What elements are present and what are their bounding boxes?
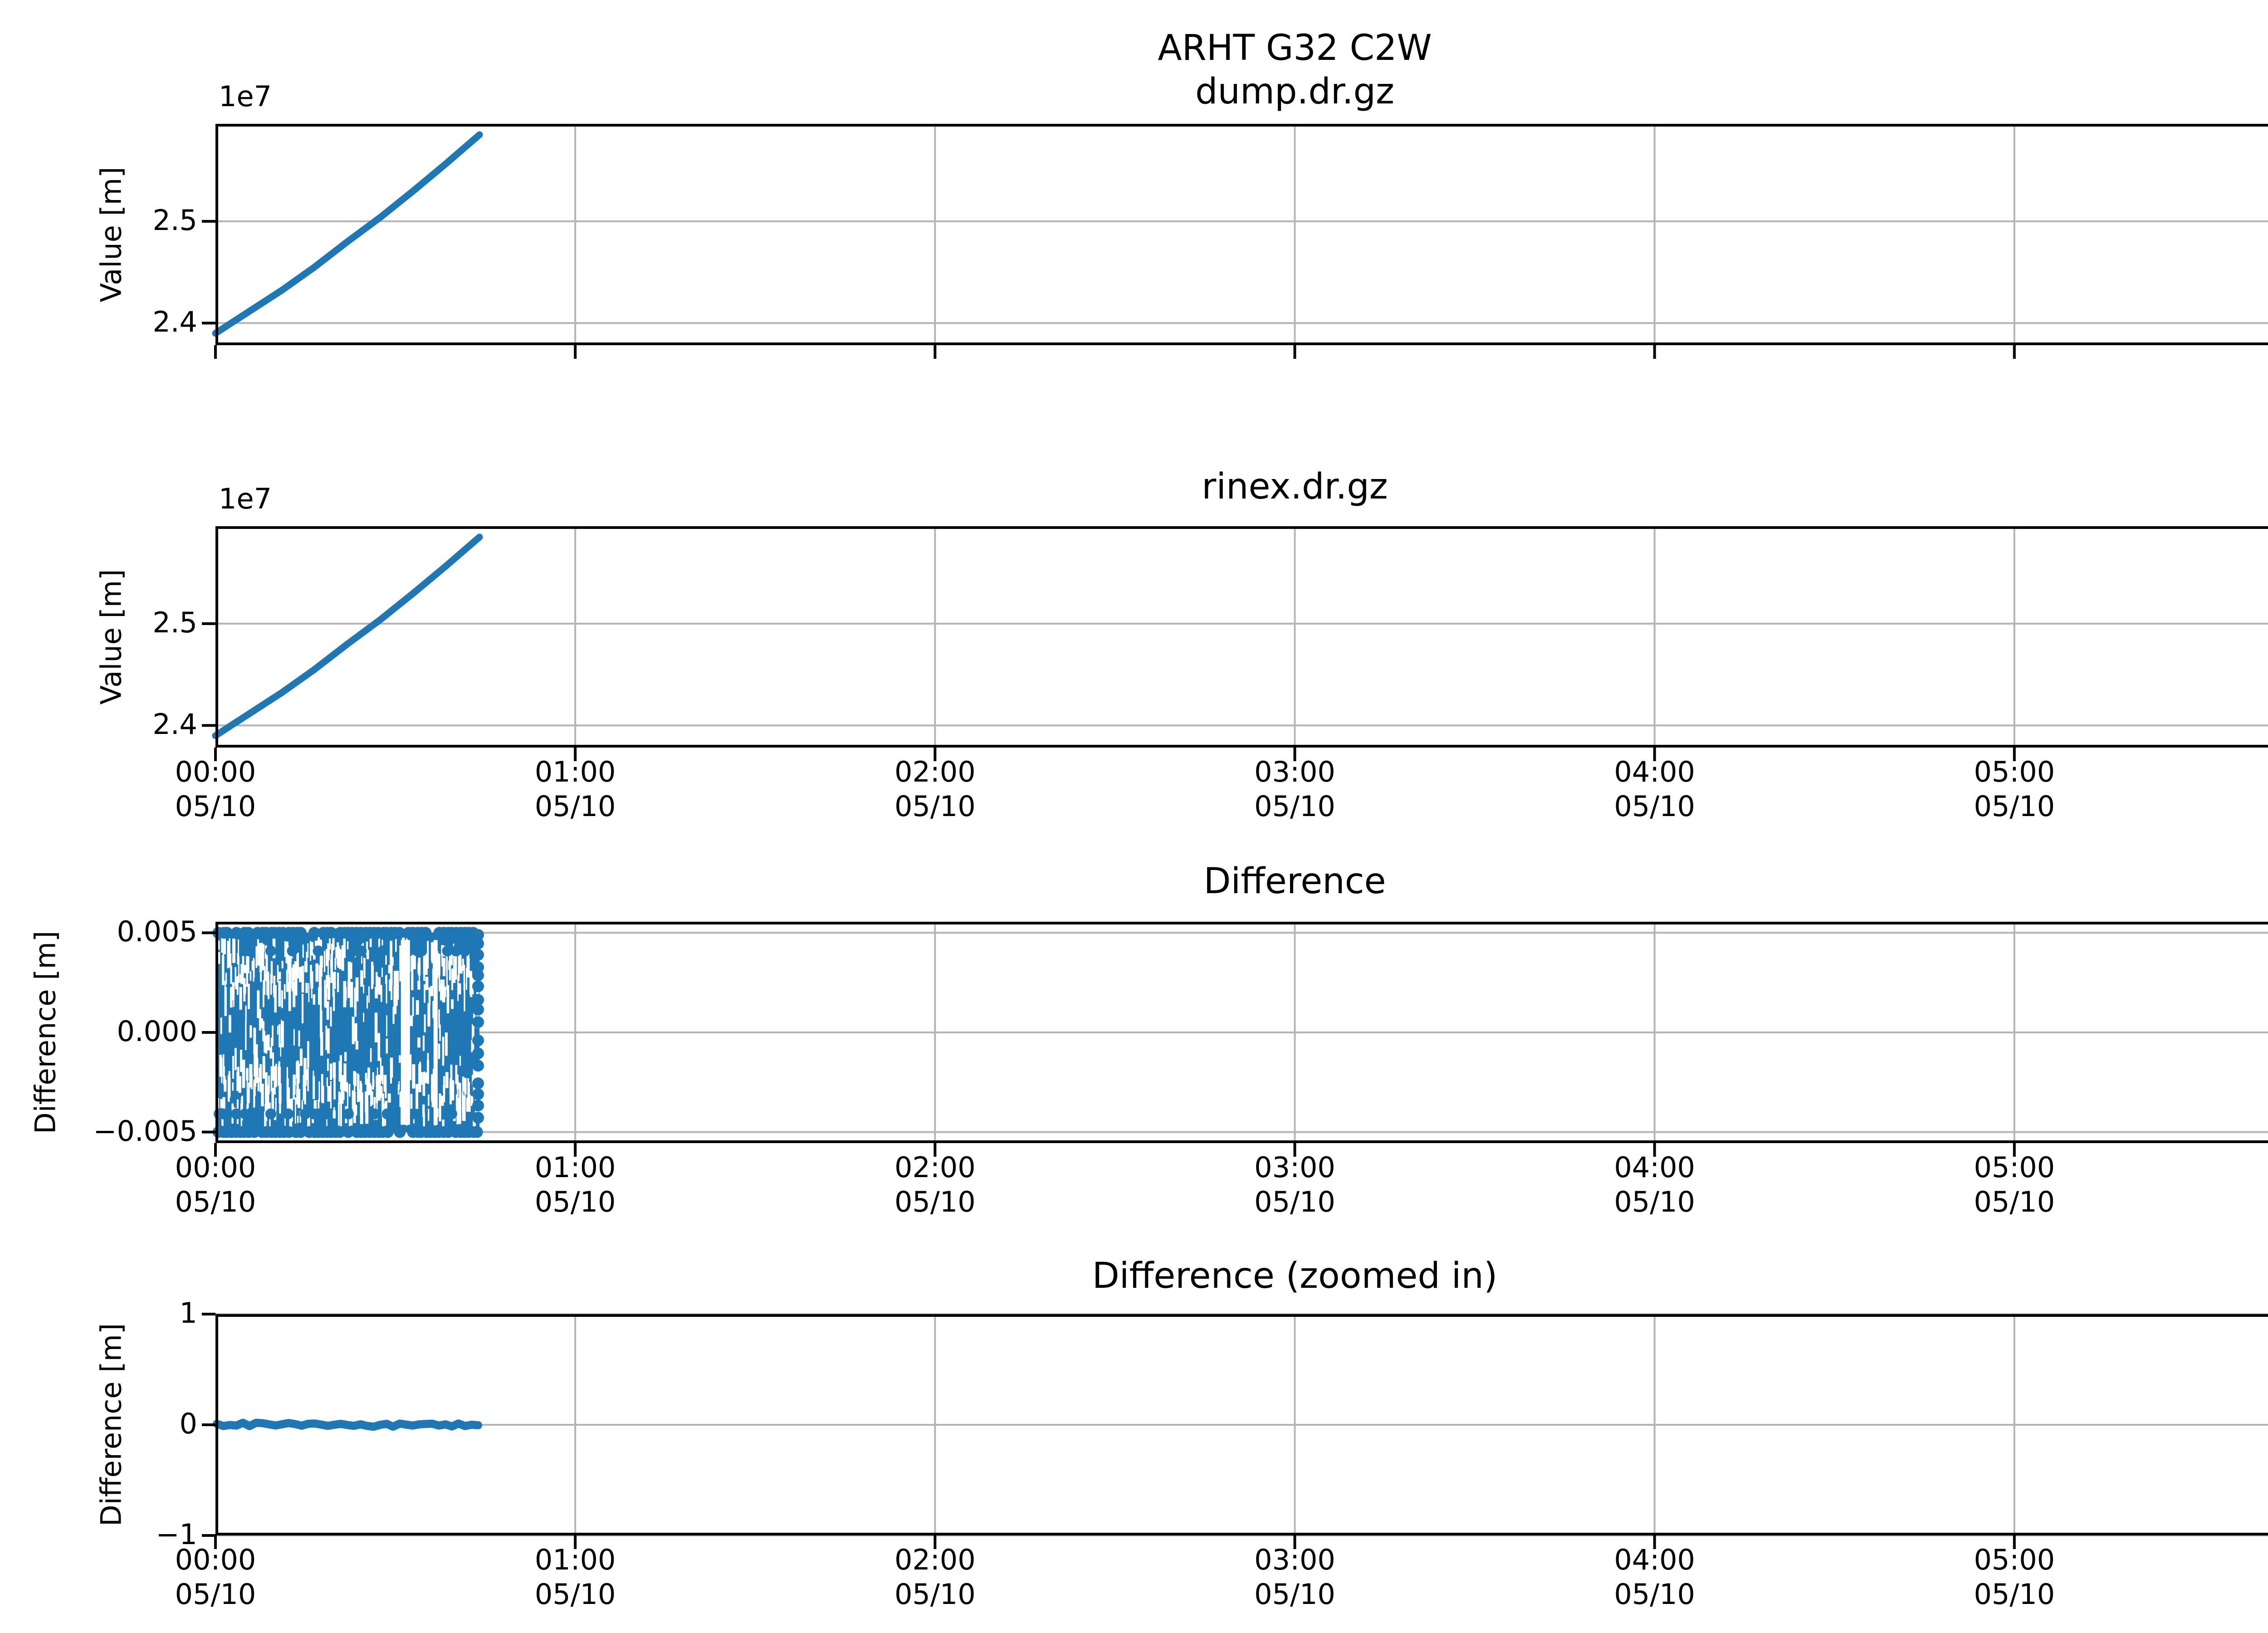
xtick-date: 05/10 — [894, 790, 976, 823]
xtick-label: 04:00 05/10 — [1591, 1543, 1718, 1612]
xtick-time: 03:00 — [1254, 1151, 1335, 1184]
ytick-label: 2.5 — [152, 606, 197, 639]
axes-difference-zoom: 1 0 −1 00:00 05/10 01:00 05/10 02:00 05/10 03:00 0… — [156, 1296, 2268, 1611]
xtick-date: 05/10 — [175, 790, 256, 823]
xtick-time: 02:00 — [894, 1543, 976, 1576]
subplot-title-rinex: rinex.dr.gz — [1202, 466, 1388, 507]
xtick-label: 00:00 05/10 — [152, 755, 279, 824]
offset-label-rinex: 1e7 — [219, 482, 272, 515]
xtick-label: 05:00 05/10 — [1951, 755, 2078, 824]
figure-suptitle: ARHT G32 C2W — [1158, 28, 1432, 68]
xtick-label: 01:00 05/10 — [512, 1150, 639, 1219]
ytick-label: 2.4 — [152, 708, 197, 741]
xtick-label: 05:00 05/10 — [1951, 1150, 2078, 1219]
xtick-label: 01:00 05/10 — [512, 1543, 639, 1612]
xtick-label: 03:00 05/10 — [1232, 1543, 1359, 1612]
xtick-label: 05:00 05/10 — [1951, 1543, 2078, 1612]
xtick-date: 05/10 — [1254, 1185, 1335, 1218]
xtick-date: 05/10 — [534, 1578, 616, 1611]
xtick-date: 05/10 — [1974, 790, 2055, 823]
xtick-time: 03:00 — [1254, 1543, 1335, 1576]
xtick-label: 04:00 05/10 — [1591, 755, 1718, 824]
ytick-label: 0 — [179, 1407, 197, 1440]
xtick-time: 05:00 — [1974, 1543, 2055, 1576]
xtick-label: 02:00 05/10 — [871, 1543, 998, 1612]
xtick-time: 00:00 — [175, 755, 256, 788]
xtick-time: 02:00 — [894, 1151, 976, 1184]
xtick-time: 03:00 — [1254, 755, 1335, 788]
subplot-title-dump: dump.dr.gz — [1195, 71, 1394, 112]
suptitle-block: ARHT G32 C2W dump.dr.gz — [215, 26, 2268, 113]
xtick-date: 05/10 — [894, 1185, 976, 1218]
xtick-label: 02:00 05/10 — [871, 755, 998, 824]
xtick-date: 05/10 — [534, 1185, 616, 1218]
xtick-label: 00:00 05/10 — [152, 1543, 279, 1612]
xtick-label: 04:00 05/10 — [1591, 1150, 1718, 1219]
xtick-time: 04:00 — [1614, 1151, 1695, 1184]
xtick-date: 05/10 — [1254, 1578, 1335, 1611]
offset-label-dump: 1e7 — [219, 80, 272, 113]
ytick-label: −0.005 — [93, 1114, 197, 1148]
xtick-date: 05/10 — [1974, 1578, 2055, 1611]
xtick-label: 00:00 05/10 — [152, 1150, 279, 1219]
subplot-title-difference-zoom-block: Difference (zoomed in) — [215, 1256, 2268, 1296]
ytick-label: 0.005 — [117, 915, 198, 949]
ytick-label: 0.000 — [117, 1015, 198, 1048]
ytick-label: 1 — [179, 1296, 197, 1330]
xtick-label: 03:00 05/10 — [1232, 755, 1359, 824]
subplot-title-rinex-block: rinex.dr.gz — [215, 466, 2268, 507]
xtick-time: 04:00 — [1614, 755, 1695, 788]
xtick-time: 01:00 — [534, 1151, 616, 1184]
xtick-label: 02:00 05/10 — [871, 1150, 998, 1219]
xtick-time: 00:00 — [175, 1151, 256, 1184]
axes-dump: 2.5 2.4 — [152, 124, 2268, 359]
subplot-title-difference-zoom: Difference (zoomed in) — [1092, 1256, 1498, 1296]
xtick-time: 01:00 — [534, 755, 616, 788]
xtick-time: 05:00 — [1974, 1151, 2055, 1184]
ytick-label: 2.5 — [152, 203, 197, 237]
xtick-time: 00:00 — [175, 1543, 256, 1576]
xtick-date: 05/10 — [1614, 790, 1695, 823]
xtick-date: 05/10 — [534, 790, 616, 823]
xtick-date: 05/10 — [1614, 1578, 1695, 1611]
xtick-time: 04:00 — [1614, 1543, 1695, 1576]
ytick-label: 2.4 — [152, 305, 197, 339]
xtick-date: 05/10 — [1254, 790, 1335, 823]
axes-rinex: 2.5 2.4 00:00 05/10 01:00 05/10 02:00 05/10 03:0… — [152, 526, 2268, 823]
subplot-title-difference: Difference — [1203, 861, 1386, 902]
xtick-label: 03:00 05/10 — [1232, 1150, 1359, 1219]
xtick-date: 05/10 — [1614, 1185, 1695, 1218]
xtick-date: 05/10 — [175, 1185, 256, 1218]
axes-difference: 0.005 0.000 −0.005 00:00 05/10 01:00 05/10 02:0… — [93, 915, 2268, 1218]
xtick-label: 01:00 05/10 — [512, 755, 639, 824]
xtick-date: 05/10 — [175, 1578, 256, 1611]
ytick-label: −1 — [156, 1518, 197, 1551]
xtick-time: 01:00 — [534, 1543, 616, 1576]
subplot-title-difference-block: Difference — [215, 861, 2268, 902]
xtick-time: 02:00 — [894, 755, 976, 788]
xtick-time: 05:00 — [1974, 755, 2055, 788]
xtick-date: 05/10 — [1974, 1185, 2055, 1218]
xtick-date: 05/10 — [894, 1578, 976, 1611]
